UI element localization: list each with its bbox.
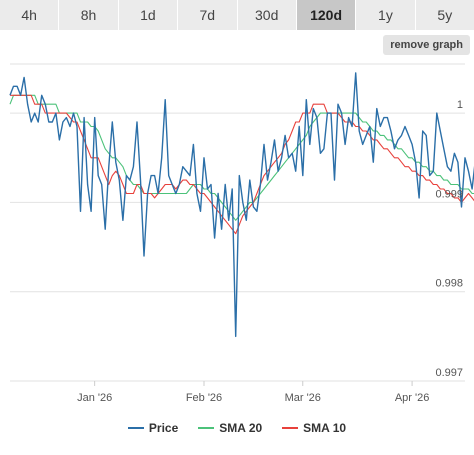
tab-120d[interactable]: 120d — [296, 0, 357, 30]
tab-8h[interactable]: 8h — [59, 0, 119, 30]
remove-graph-button[interactable]: remove graph — [383, 35, 470, 55]
legend-label: Price — [148, 421, 179, 435]
grid — [10, 63, 465, 386]
y-tick-label: 0.997 — [435, 367, 463, 379]
x-tick-label: Feb '26 — [186, 392, 222, 404]
tab-5y[interactable]: 5y — [415, 0, 474, 30]
legend-item-sma-20[interactable]: SMA 20 — [198, 421, 262, 435]
legend-label: SMA 20 — [219, 421, 263, 435]
y-tick-label: 0.998 — [435, 278, 463, 290]
tab-1y[interactable]: 1y — [356, 0, 416, 30]
chart-legend: Price SMA 20 SMA 10 — [0, 418, 474, 438]
legend-label: SMA 10 — [303, 421, 347, 435]
legend-item-price[interactable]: Price — [127, 421, 179, 435]
y-tick-label: 0.999 — [435, 188, 463, 200]
x-tick-label: Jan '26 — [77, 392, 112, 404]
tab-7d[interactable]: 7d — [178, 0, 238, 30]
tab-4h[interactable]: 4h — [0, 0, 60, 30]
legend-swatch — [198, 427, 215, 429]
series-line-price — [9, 72, 474, 338]
x-tick-label: Mar '26 — [285, 392, 321, 404]
series — [9, 72, 474, 338]
axis-labels: 1 0.999 0.998 0.997 Jan '26 Feb '26 Mar '26 Apr… — [77, 99, 463, 404]
tab-1d[interactable]: 1d — [118, 0, 179, 30]
legend-swatch — [282, 427, 299, 429]
tab-30d[interactable]: 30d — [237, 0, 297, 30]
y-tick-label: 1 — [457, 99, 463, 111]
timeframe-tabs: 4h 8h 1d 7d 30d 120d 1y 5y — [0, 0, 474, 30]
legend-swatch — [127, 427, 144, 429]
legend-item-sma-10[interactable]: SMA 10 — [282, 421, 346, 435]
x-tick-label: Apr '26 — [395, 392, 430, 404]
